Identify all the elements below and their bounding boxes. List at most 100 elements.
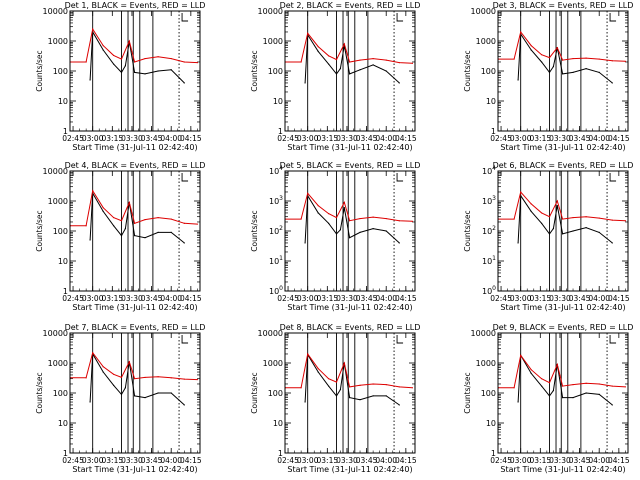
x-axis-label: Start Time (31-Jul-11 02:42:40) (287, 143, 412, 152)
data-point (561, 385, 564, 387)
data-point (133, 395, 136, 397)
data-point (124, 65, 127, 67)
x-tick-label: 04:00 (160, 134, 182, 143)
data-point (328, 385, 330, 387)
events-series (304, 194, 400, 244)
data-point (359, 69, 361, 71)
data-point (113, 63, 115, 65)
data-point (541, 385, 543, 387)
events-line (89, 191, 185, 244)
y-tick-label: 1 (63, 449, 68, 458)
x-tick-label: 02:45 (490, 134, 512, 143)
y-axis-label: Counts/sec (463, 210, 472, 251)
y-tick-label: 100 (268, 389, 283, 398)
data-point (572, 71, 574, 73)
y-tick-label: 10000 (43, 329, 68, 338)
data-point (556, 47, 558, 49)
data-point (307, 32, 309, 34)
data-point (398, 62, 400, 64)
data-point (157, 231, 159, 233)
data-point (552, 390, 555, 392)
events-series (517, 32, 613, 84)
x-tick-label: 03:30 (121, 294, 143, 303)
data-point (128, 40, 130, 42)
data-point (307, 353, 309, 355)
data-point (92, 28, 94, 30)
data-point (157, 56, 159, 58)
data-point (120, 376, 123, 379)
lld-series (69, 27, 198, 64)
lld-line (70, 189, 198, 227)
data-point (372, 64, 374, 66)
data-point (102, 45, 104, 47)
data-point (585, 57, 587, 59)
data-point (611, 404, 613, 406)
data-point (541, 54, 543, 56)
x-tick-label: 03:15 (317, 456, 339, 465)
data-point (520, 354, 522, 356)
bracket-marker (609, 13, 617, 22)
data-point (183, 61, 185, 63)
data-point (89, 401, 91, 403)
x-tick-label: 04:00 (588, 134, 610, 143)
data-point (120, 71, 123, 73)
data-point (120, 393, 123, 395)
data-point (520, 195, 522, 197)
x-tick-label: 03:30 (121, 134, 143, 143)
plot-frame (69, 10, 201, 132)
data-point (102, 371, 104, 373)
data-point (317, 205, 319, 207)
y-tick-label: 1 (278, 127, 283, 136)
data-point (398, 82, 400, 84)
data-point (385, 230, 387, 232)
data-point (398, 404, 400, 406)
data-point (548, 56, 551, 59)
data-point (183, 404, 185, 406)
data-point (196, 223, 198, 225)
data-point (307, 192, 309, 194)
plot-frame (69, 170, 201, 292)
data-point (359, 384, 361, 386)
panel-title: Det 5, BLACK = Events, RED = LLD (280, 161, 421, 170)
y-tick-label: 10000 (43, 7, 68, 16)
data-point (102, 49, 104, 51)
x-tick-label: 03:00 (82, 456, 104, 465)
detector-panel-1: 1 10 100 1000 10000 02:4503:0003:1503:3003:45… (35, 1, 205, 152)
events-series (89, 30, 185, 84)
x-tick-label: 03:00 (510, 294, 532, 303)
events-series (89, 191, 185, 244)
data-point (359, 217, 361, 220)
events-series (517, 353, 613, 406)
y-tick-label: 10 (58, 97, 68, 106)
panel-title: Det 7, BLACK = Events, RED = LLD (65, 323, 206, 332)
data-point (328, 222, 330, 224)
plot-frame (284, 10, 416, 132)
bracket-marker (181, 335, 189, 344)
y-tick-label: 103 (482, 195, 496, 206)
data-point (317, 212, 319, 214)
data-point (328, 55, 330, 57)
events-line (304, 33, 400, 84)
data-point (328, 63, 330, 65)
data-point (128, 201, 130, 203)
x-tick-label: 04:00 (588, 294, 610, 303)
y-tick-label: 100 (269, 285, 283, 296)
y-tick-label: 10000 (471, 329, 496, 338)
x-tick-label: 03:15 (102, 456, 124, 465)
events-line (517, 194, 613, 244)
x-tick-label: 03:00 (510, 134, 532, 143)
y-tick-label: 1 (491, 449, 496, 458)
x-tick-label: 03:00 (82, 294, 104, 303)
x-tick-label: 03:15 (102, 134, 124, 143)
data-point (561, 59, 564, 61)
data-point (120, 235, 123, 237)
data-point (304, 82, 306, 84)
data-point (348, 386, 351, 388)
data-point (598, 231, 600, 233)
data-point (624, 220, 626, 222)
data-point (552, 228, 555, 230)
data-point (541, 212, 543, 214)
y-tick-label: 1000 (48, 359, 68, 368)
x-tick-label: 03:30 (336, 456, 358, 465)
data-point (520, 191, 522, 193)
